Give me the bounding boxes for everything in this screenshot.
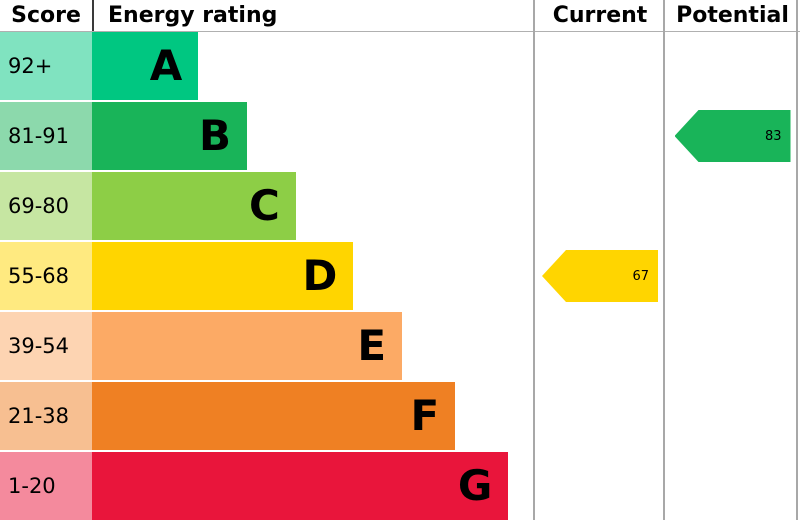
potential-cell [665, 242, 800, 310]
current-cell [535, 32, 665, 100]
band-row-c: 69-80 C [0, 172, 800, 242]
header-score-divider [92, 0, 94, 31]
band-row-d: 55-68 D 67 [0, 242, 800, 312]
bar-area: E [92, 312, 535, 380]
score-range-cell: 92+ [0, 32, 92, 100]
bar-area: G [92, 452, 535, 520]
band-letter: B [199, 111, 232, 160]
potential-cell [665, 382, 800, 450]
bar-area: B [92, 102, 535, 170]
potential-rating-arrow: 83 [674, 110, 791, 162]
potential-cell: 83 [665, 102, 800, 170]
column-divider-potential [663, 0, 665, 520]
current-rating-arrow: 67 [542, 250, 658, 302]
rating-bar: C [92, 172, 296, 240]
bar-area: F [92, 382, 535, 450]
column-divider-right [796, 0, 798, 520]
rating-bar: F [92, 382, 456, 450]
band-row-g: 1-20 G [0, 452, 800, 520]
band-row-a: 92+ A [0, 32, 800, 102]
rating-bar: G [92, 452, 509, 520]
band-letter: F [410, 391, 440, 440]
band-letter: C [248, 181, 280, 230]
header-potential-label: Potential [676, 3, 789, 28]
score-range-cell: 69-80 [0, 172, 92, 240]
potential-cell [665, 452, 800, 520]
current-cell [535, 102, 665, 170]
header-score-label: Score [11, 3, 81, 28]
band-row-b: 81-91 B 83 [0, 102, 800, 172]
header-rating-label: Energy rating [108, 3, 278, 28]
score-range-cell: 81-91 [0, 102, 92, 170]
potential-cell [665, 312, 800, 380]
band-row-f: 21-38 F [0, 382, 800, 452]
rating-bar: B [92, 102, 248, 170]
band-rows: 92+ A 81-91 B 83 69-80 C 55-68 [0, 32, 800, 520]
bar-area: C [92, 172, 535, 240]
score-range-cell: 21-38 [0, 382, 92, 450]
potential-cell [665, 172, 800, 240]
rating-bar: E [92, 312, 403, 380]
potential-rating-value: 83 [764, 128, 782, 144]
header-current-label: Current [552, 3, 648, 28]
potential-cell [665, 32, 800, 100]
column-divider-current [533, 0, 535, 520]
current-cell [535, 452, 665, 520]
band-row-e: 39-54 E [0, 312, 800, 382]
rating-bar: D [92, 242, 354, 310]
current-cell [535, 312, 665, 380]
band-letter: G [457, 461, 493, 510]
score-range-cell: 55-68 [0, 242, 92, 310]
current-rating-value: 67 [632, 268, 649, 284]
score-range-cell: 39-54 [0, 312, 92, 380]
band-letter: A [149, 41, 183, 90]
bar-area: D [92, 242, 535, 310]
bar-area: A [92, 32, 535, 100]
current-cell: 67 [535, 242, 665, 310]
header-row: Score Energy rating Current Potential [0, 0, 800, 32]
score-range-cell: 1-20 [0, 452, 92, 520]
rating-bar: A [92, 32, 199, 100]
band-letter: D [302, 251, 338, 300]
current-cell [535, 172, 665, 240]
current-cell [535, 382, 665, 450]
band-letter: E [357, 321, 387, 370]
